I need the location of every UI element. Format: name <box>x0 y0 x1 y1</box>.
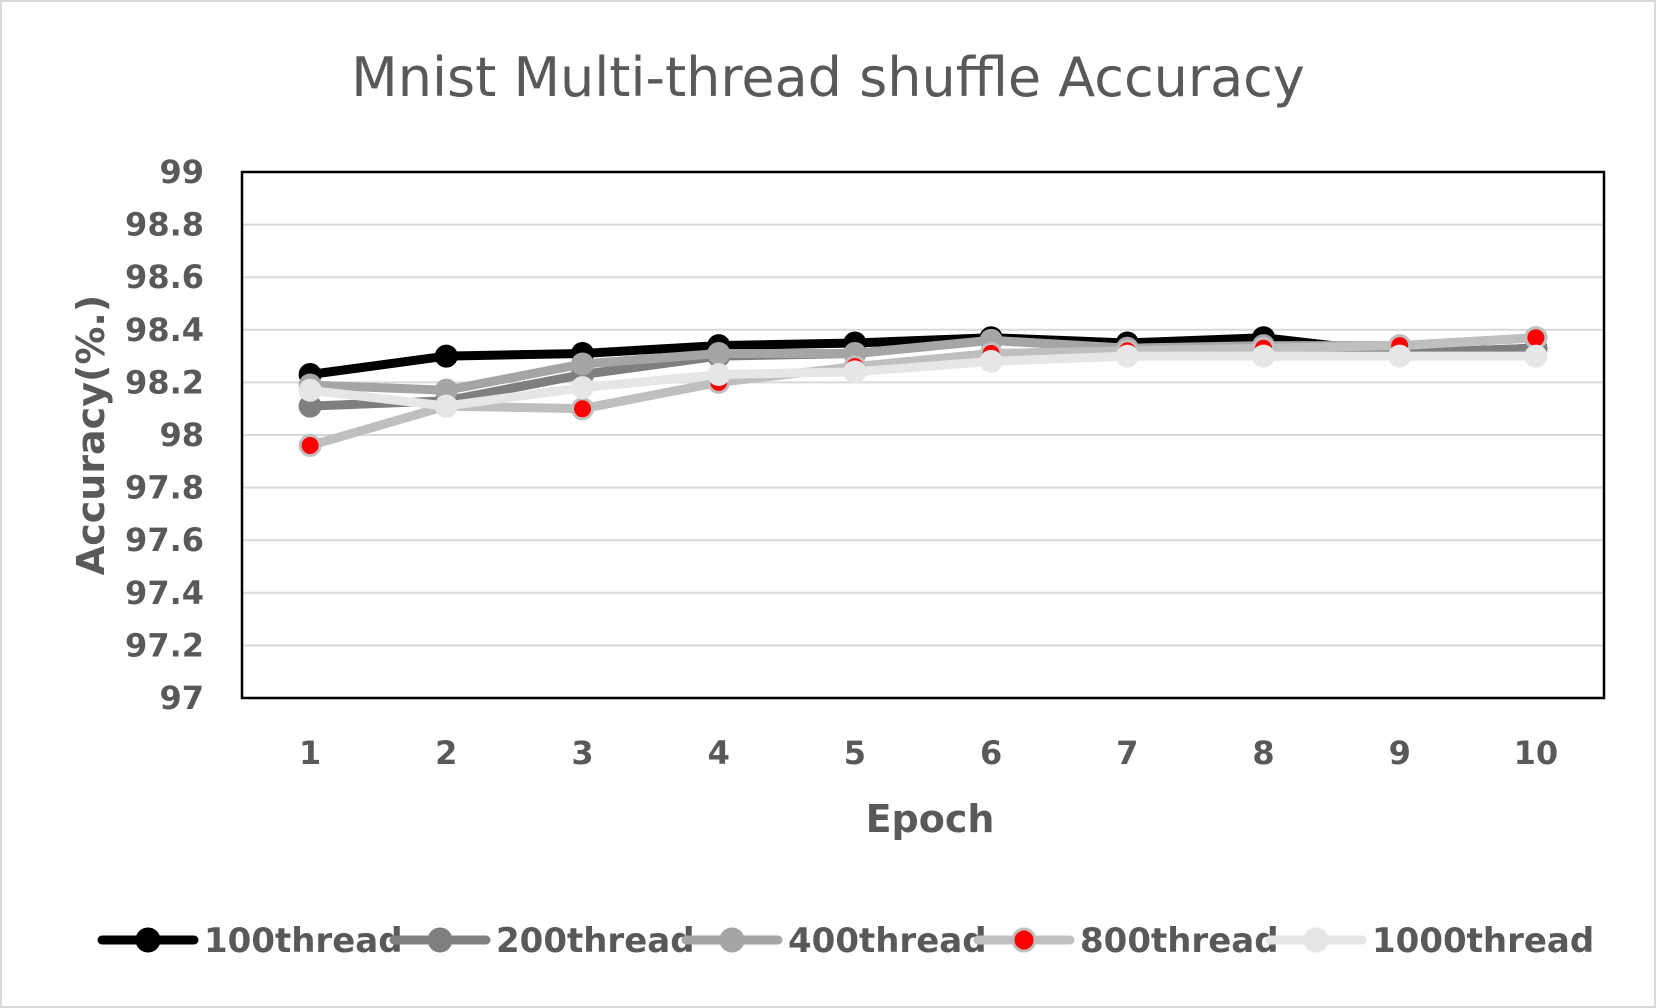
x-tick-label: 8 <box>1252 734 1274 772</box>
legend-label: 200thread <box>496 921 695 961</box>
x-tick-label: 10 <box>1514 734 1559 772</box>
data-point <box>979 349 1003 373</box>
y-tick-label: 97 <box>159 679 204 717</box>
y-tick-label: 98 <box>159 416 204 454</box>
y-tick-label: 98.2 <box>125 363 204 401</box>
y-tick-label: 98.8 <box>125 206 204 244</box>
y-axis-ticks: 97 97.2 97.4 97.6 97.8 98 98.2 98.4 98.6 98.8 99 <box>125 153 204 717</box>
data-point <box>571 352 594 376</box>
data-point <box>707 341 731 365</box>
series-line <box>305 333 1541 451</box>
legend-label: 400thread <box>788 921 987 961</box>
y-tick-label: 97.8 <box>125 469 204 507</box>
y-axis-label: Accuracy(%.) <box>69 295 113 575</box>
data-point <box>298 378 322 402</box>
chart-title: Mnist Multi-thread shuffle Accuracy <box>351 46 1305 109</box>
legend-label: 800thread <box>1080 921 1279 961</box>
y-tick-label: 97.2 <box>125 626 204 664</box>
plot-area-border <box>240 170 1606 700</box>
legend-marker-swatch <box>427 927 453 953</box>
x-axis-ticks: 1 2 3 4 5 6 7 8 9 10 <box>299 734 1558 772</box>
legend-marker-swatch <box>135 927 161 953</box>
legend-marker-swatch <box>1011 927 1037 953</box>
data-point <box>1252 344 1275 368</box>
x-tick-label: 2 <box>435 734 457 772</box>
series-layer <box>298 326 1548 458</box>
data-point <box>434 344 458 368</box>
legend-marker-swatch <box>719 927 745 953</box>
legend: 100thread 200thread 400thread 800thread 1000… <box>97 921 1594 961</box>
legend-item: 200thread <box>389 921 695 961</box>
data-point <box>571 397 594 421</box>
x-tick-label: 5 <box>844 734 866 772</box>
y-tick-label: 98.6 <box>125 258 204 296</box>
data-point <box>707 363 731 387</box>
gridlines <box>242 223 1604 647</box>
data-point <box>571 376 594 400</box>
y-tick-label: 97.6 <box>125 521 204 559</box>
series-line <box>305 351 1541 411</box>
legend-label: 1000thread <box>1372 921 1594 961</box>
legend-label: 100thread <box>204 921 403 961</box>
data-point <box>434 394 458 418</box>
x-tick-label: 1 <box>299 734 321 772</box>
y-tick-label: 99 <box>159 153 204 191</box>
data-point <box>298 434 322 458</box>
x-axis-label: Epoch <box>866 797 995 841</box>
x-tick-label: 6 <box>980 734 1002 772</box>
legend-item: 100thread <box>97 921 403 961</box>
x-tick-label: 4 <box>708 734 730 772</box>
legend-item: 400thread <box>681 921 987 961</box>
x-tick-label: 7 <box>1116 734 1138 772</box>
legend-item: 1000thread <box>1265 921 1594 961</box>
legend-marker-swatch <box>1303 927 1329 953</box>
x-tick-label: 9 <box>1389 734 1411 772</box>
y-tick-label: 98.4 <box>125 311 204 349</box>
data-point <box>1115 344 1139 368</box>
legend-item: 800thread <box>973 921 1279 961</box>
y-tick-label: 97.4 <box>125 574 204 612</box>
series-1000thread <box>298 344 1548 418</box>
x-tick-label: 3 <box>571 734 593 772</box>
data-point <box>1388 344 1412 368</box>
data-point <box>843 360 867 384</box>
data-point <box>1524 344 1548 368</box>
